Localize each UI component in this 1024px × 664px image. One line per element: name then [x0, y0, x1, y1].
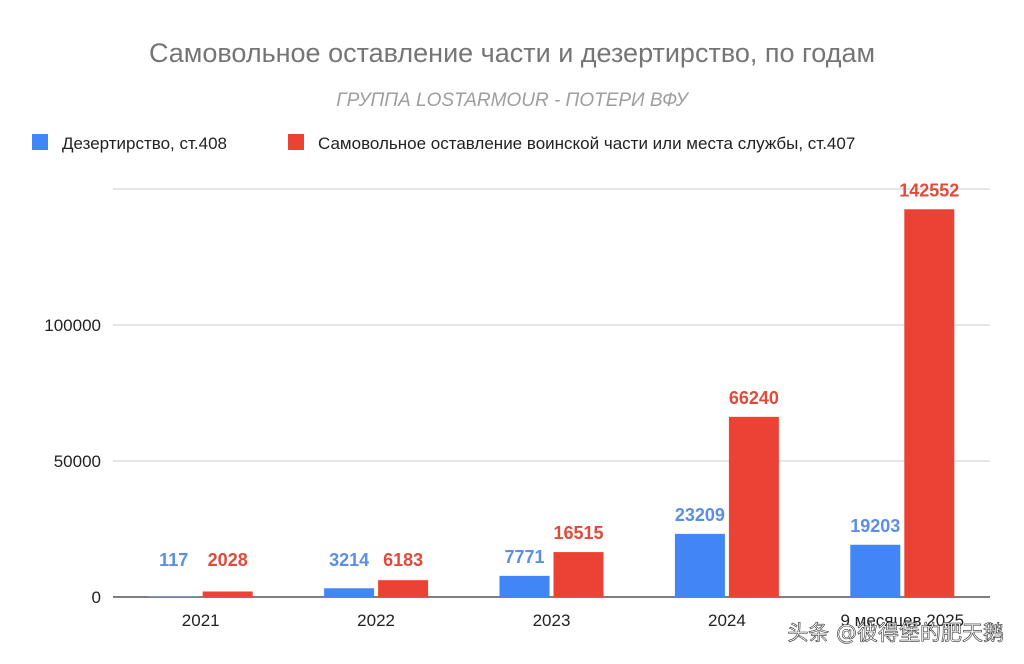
x-tick-label: 2022	[357, 611, 395, 630]
x-axis: 2021 2022 2023 2024 9 месяцев 2025	[182, 611, 964, 630]
y-tick-label: 50000	[54, 452, 101, 471]
data-label-awol-2: 16515	[553, 523, 603, 543]
legend-label-0: Дезертирство, ст.408	[62, 134, 227, 153]
legend-label-1: Самовольное оставление воинской части ил…	[318, 134, 855, 153]
data-label-desertion-3: 23209	[675, 505, 725, 525]
legend-swatch-1	[288, 134, 304, 150]
data-label-awol-1: 6183	[383, 550, 423, 570]
watermark-text: 头条 @彼得堡的肥天鹅	[787, 621, 1004, 645]
y-tick-label: 0	[92, 588, 101, 607]
grid-lines	[113, 188, 990, 598]
bar-desertion-2	[499, 575, 550, 597]
bar-awol-0	[202, 591, 253, 597]
legend-swatch-0	[32, 134, 48, 150]
y-axis: 0 50000 100000	[44, 316, 101, 607]
x-tick-label: 9 месяцев 2025	[840, 611, 964, 630]
data-label-desertion-0: 117	[159, 550, 188, 570]
data-label-desertion-4: 19203	[850, 516, 900, 536]
x-tick-label: 2024	[708, 611, 746, 630]
x-tick-label: 2023	[533, 611, 571, 630]
chart-title: Самовольное оставление части и дезертирс…	[149, 38, 875, 68]
chart-subtitle: ГРУППА LOSTARMOUR - ПОТЕРИ ВФУ	[336, 90, 689, 111]
data-label-awol-3: 66240	[729, 388, 779, 408]
bars	[148, 209, 955, 598]
data-label-desertion-2: 7771	[504, 547, 544, 567]
data-label-awol-0: 2028	[208, 550, 248, 570]
y-tick-label: 100000	[44, 316, 101, 335]
bar-awol-4	[904, 209, 955, 598]
data-label-awol-4: 142552	[899, 180, 959, 200]
legend: Дезертирство, ст.408 Самовольное оставлен…	[32, 134, 855, 153]
bar-awol-1	[378, 580, 429, 597]
bar-desertion-1	[324, 588, 375, 597]
data-labels: 117 2028 3214 6183 7771 16515 23209 66240 19203 1…	[159, 180, 959, 570]
bar-desertion-4	[850, 544, 901, 597]
bar-awol-3	[728, 416, 779, 597]
x-tick-label: 2021	[182, 611, 220, 630]
data-label-desertion-1: 3214	[329, 550, 369, 570]
bar-awol-2	[553, 552, 604, 597]
bar-desertion-3	[674, 533, 725, 597]
